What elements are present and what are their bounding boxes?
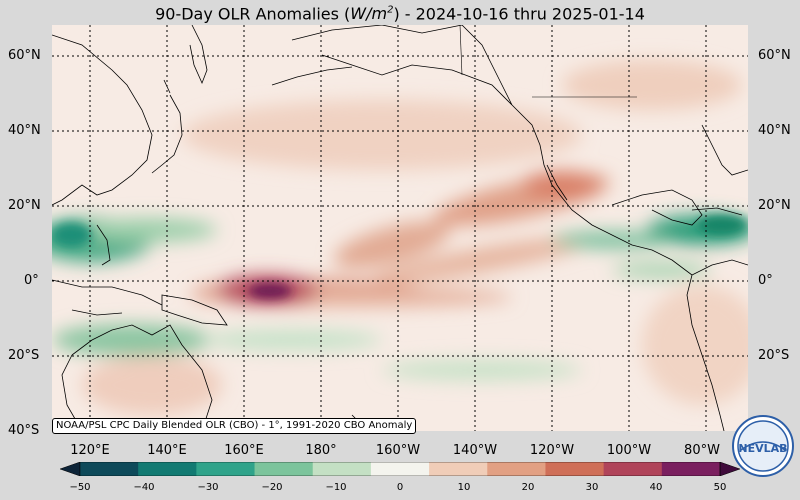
data-credit-label: NOAA/PSL CPC Daily Blended OLR (CBO) - 1… [52,418,417,434]
lon-label-180: 180° [305,443,337,458]
lon-label-100w: 100°W [606,443,652,458]
colorbar-cell [138,462,197,476]
lat-label-60n-right: 60°N [758,48,791,63]
colorbar-tick-label: 20 [521,482,535,493]
colorbar-tick-label: −10 [325,482,347,493]
colorbar-tick-label: 10 [457,482,471,493]
lon-label-140e: 140°E [147,443,187,458]
lat-label-20s: 20°S [8,348,40,363]
lat-label-40n-right: 40°N [758,123,791,138]
colorbar-tick-label: 50 [713,482,727,493]
colorbar-tick-label: −40 [133,482,155,493]
colorbar-tick-label: −20 [261,482,283,493]
colorbar-cell [312,462,372,476]
lon-label-160w: 160°W [375,443,421,458]
colorbar-cell [429,462,488,476]
lat-label-0: 0° [24,273,39,288]
lat-label-40n: 40°N [8,123,41,138]
lat-label-60n: 60°N [8,48,41,63]
colorbar-tick-label: −30 [197,482,219,493]
nevlab-logo: NEVLAB [732,415,794,477]
olr-anomaly-map [52,25,748,431]
colorbar-tick-label: 0 [396,482,404,493]
colorbar-border [79,462,721,476]
logo-text: NEVLAB [738,442,787,455]
lon-label-120w: 120°W [529,443,575,458]
colorbar-cell [545,462,605,476]
colorbar-tick-label: −50 [69,482,91,493]
lat-label-0-right: 0° [758,273,773,288]
lon-label-120e: 120°E [70,443,110,458]
lat-label-20s-right: 20°S [758,348,790,363]
colorbar-cell [254,462,314,476]
colorbar-cell [487,462,546,476]
colorbar-cell [80,462,139,476]
lat-label-40s: 40°S [8,423,40,438]
colorbar-cell [370,462,430,476]
lon-label-160e: 160°E [224,443,264,458]
colorbar-cell [603,462,663,476]
lat-label-20n-right: 20°N [758,198,791,213]
colorbar-cell [196,462,256,476]
colorbar-extend-min [60,462,81,476]
colorbar-tick-label: 40 [649,482,663,493]
lon-label-80w: 80°W [684,443,720,458]
lat-label-20n: 20°N [8,198,41,213]
map-title: 90-Day OLR Anomalies (W/m2) - 2024-10-16… [155,4,645,24]
colorbar-cell [661,462,721,476]
colorbar-tick-label: 30 [585,482,599,493]
colorbar [60,462,740,476]
lon-label-140w: 140°W [452,443,498,458]
